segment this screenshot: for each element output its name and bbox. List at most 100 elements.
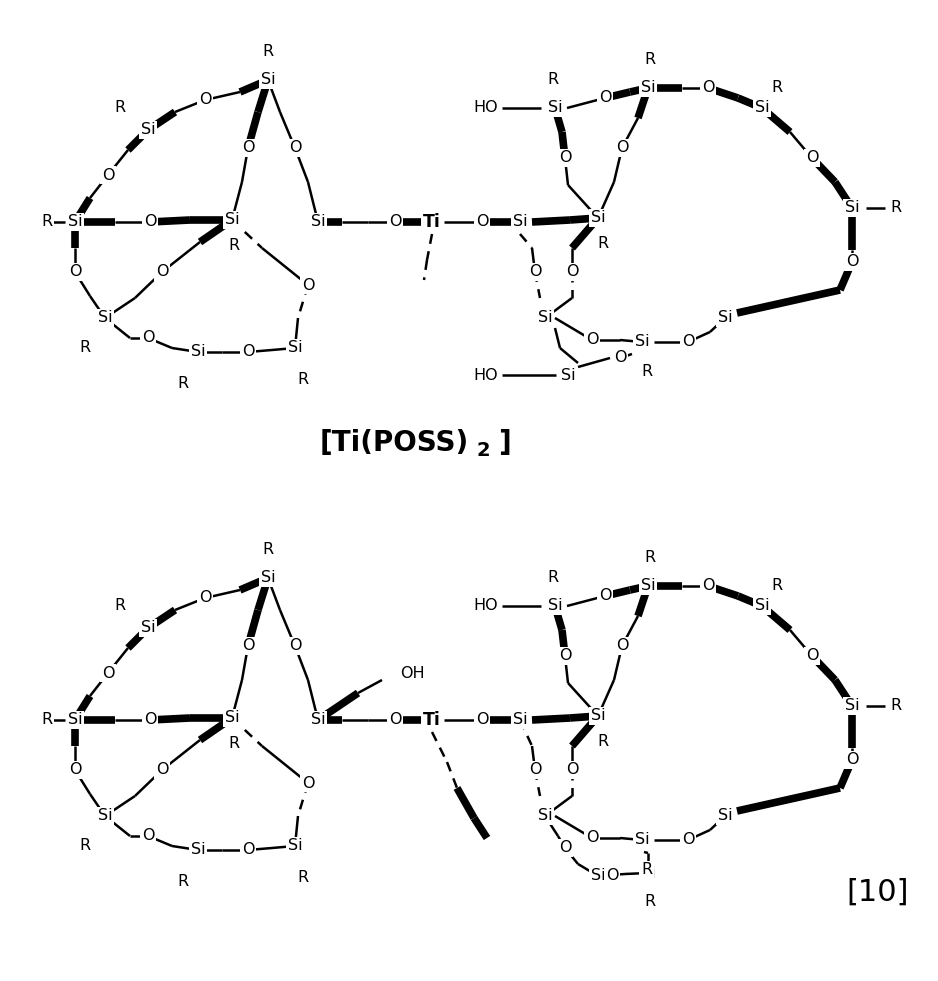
Text: R: R — [41, 712, 53, 728]
Text: R: R — [263, 542, 274, 557]
Text: O: O — [566, 265, 578, 280]
Text: HO: HO — [474, 100, 498, 116]
Text: O: O — [682, 833, 694, 848]
Text: R: R — [771, 80, 782, 95]
Text: Si: Si — [755, 100, 769, 116]
Text: Si: Si — [635, 335, 649, 349]
Text: O: O — [142, 331, 154, 345]
Text: O: O — [615, 140, 628, 156]
Text: R: R — [644, 53, 656, 68]
Text: O: O — [156, 265, 168, 280]
Text: Si: Si — [513, 712, 527, 728]
Text: O: O — [142, 829, 154, 844]
Text: Si: Si — [68, 215, 83, 230]
Text: R: R — [890, 200, 901, 216]
Text: Si: Si — [310, 712, 325, 728]
Text: Si: Si — [537, 311, 552, 326]
Text: O: O — [242, 140, 254, 156]
Text: O: O — [613, 350, 627, 366]
Text: O: O — [302, 278, 314, 292]
Text: Si: Si — [141, 621, 156, 636]
Text: R: R — [80, 839, 91, 853]
Text: Si: Si — [261, 571, 276, 586]
Text: O: O — [585, 831, 598, 846]
Text: O: O — [388, 712, 401, 728]
Text: R: R — [890, 698, 901, 713]
Text: ]: ] — [498, 429, 511, 457]
Text: Si: Si — [190, 843, 205, 857]
Text: O: O — [289, 639, 301, 653]
Text: O: O — [682, 335, 694, 349]
Text: O: O — [566, 762, 578, 778]
Text: O: O — [476, 712, 489, 728]
Text: R: R — [598, 235, 609, 250]
Text: O: O — [242, 344, 254, 359]
Text: O: O — [846, 254, 858, 270]
Text: R: R — [297, 373, 309, 387]
Text: R: R — [644, 550, 656, 565]
Text: Si: Si — [635, 833, 649, 848]
Text: O: O — [101, 168, 114, 182]
Text: O: O — [559, 150, 571, 166]
Text: Si: Si — [98, 311, 113, 326]
Text: R: R — [644, 894, 656, 908]
Text: O: O — [388, 215, 401, 230]
Text: O: O — [101, 665, 114, 681]
Text: Si: Si — [225, 710, 239, 726]
Text: O: O — [702, 579, 714, 594]
Text: Si: Si — [591, 708, 605, 724]
Text: Si: Si — [513, 215, 527, 230]
Text: R: R — [548, 73, 558, 87]
Text: O: O — [585, 333, 598, 347]
Text: Si: Si — [548, 598, 562, 613]
Text: Si: Si — [561, 368, 575, 383]
Text: Si: Si — [261, 73, 276, 87]
Text: O: O — [806, 648, 818, 663]
Text: Si: Si — [190, 344, 205, 359]
Text: R: R — [114, 100, 126, 116]
Text: Si: Si — [591, 211, 605, 226]
Text: R: R — [229, 237, 239, 252]
Text: O: O — [144, 712, 157, 728]
Text: R: R — [41, 215, 53, 230]
Text: R: R — [771, 579, 782, 594]
Text: Si: Si — [288, 839, 302, 853]
Text: Si: Si — [755, 598, 769, 613]
Text: O: O — [476, 215, 489, 230]
Text: Si: Si — [68, 712, 83, 728]
Text: O: O — [598, 90, 612, 106]
Text: Si: Si — [537, 808, 552, 823]
Text: HO: HO — [474, 368, 498, 383]
Text: O: O — [289, 140, 301, 156]
Text: Ti: Ti — [423, 213, 441, 231]
Text: Si: Si — [718, 311, 733, 326]
Text: OH: OH — [400, 665, 425, 681]
Text: [Ti(POSS): [Ti(POSS) — [320, 429, 469, 457]
Text: O: O — [199, 92, 211, 108]
Text: O: O — [68, 265, 82, 280]
Text: O: O — [156, 762, 168, 778]
Text: Si: Si — [591, 868, 605, 884]
Text: O: O — [529, 265, 541, 280]
Text: O: O — [615, 639, 628, 653]
Text: O: O — [598, 589, 612, 603]
Text: R: R — [229, 736, 239, 750]
Text: O: O — [702, 80, 714, 95]
Text: 2: 2 — [476, 440, 490, 459]
Text: Si: Si — [141, 123, 156, 137]
Text: Si: Si — [641, 80, 656, 95]
Text: Si: Si — [98, 808, 113, 823]
Text: O: O — [68, 762, 82, 778]
Text: O: O — [529, 762, 541, 778]
Text: R: R — [642, 365, 653, 380]
Text: Si: Si — [718, 808, 733, 823]
Text: O: O — [559, 841, 571, 855]
Text: Si: Si — [548, 100, 562, 116]
Text: O: O — [846, 752, 858, 767]
Text: O: O — [559, 648, 571, 663]
Text: R: R — [177, 377, 189, 391]
Text: R: R — [642, 862, 653, 877]
Text: O: O — [302, 776, 314, 791]
Text: R: R — [598, 734, 609, 749]
Text: R: R — [263, 44, 274, 60]
